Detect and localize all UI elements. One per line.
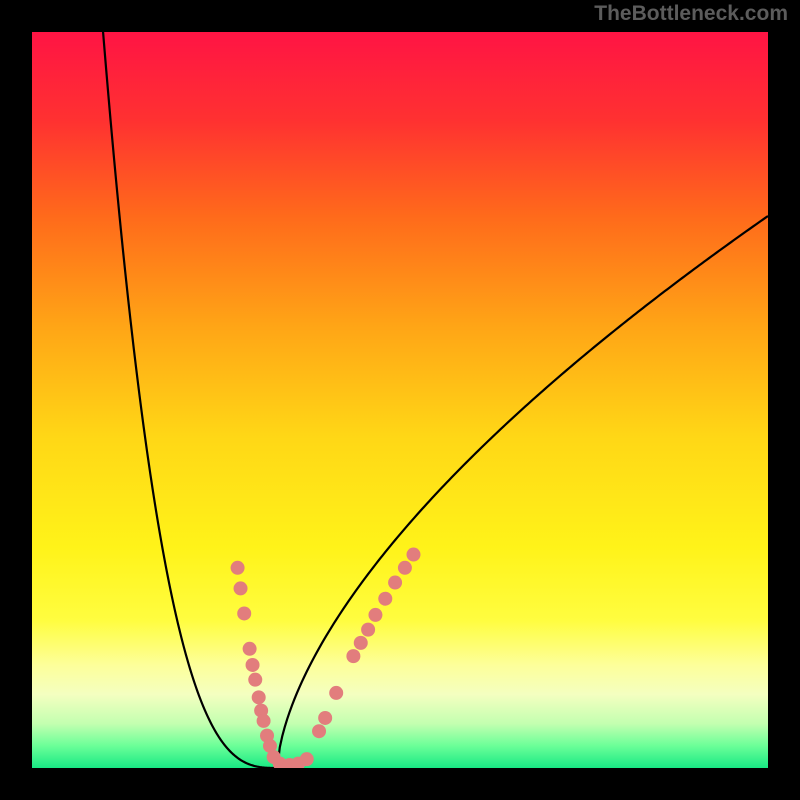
data-point-marker	[246, 658, 260, 672]
data-point-marker	[252, 690, 266, 704]
data-point-marker	[237, 606, 251, 620]
bottleneck-curve-chart	[0, 0, 800, 800]
data-point-marker	[378, 592, 392, 606]
plot-area-gradient	[32, 32, 768, 768]
data-point-marker	[248, 673, 262, 687]
data-point-marker	[388, 576, 402, 590]
data-point-marker	[346, 649, 360, 663]
data-point-marker	[257, 714, 271, 728]
data-point-marker	[329, 686, 343, 700]
data-point-marker	[398, 561, 412, 575]
data-point-marker	[234, 581, 248, 595]
chart-container: TheBottleneck.com	[0, 0, 800, 800]
data-point-marker	[361, 623, 375, 637]
data-point-marker	[243, 642, 257, 656]
data-point-marker	[406, 548, 420, 562]
data-point-marker	[368, 608, 382, 622]
watermark-text: TheBottleneck.com	[594, 2, 788, 26]
data-point-marker	[318, 711, 332, 725]
data-point-marker	[300, 752, 314, 766]
data-point-marker	[312, 724, 326, 738]
data-point-marker	[231, 561, 245, 575]
data-point-marker	[354, 636, 368, 650]
